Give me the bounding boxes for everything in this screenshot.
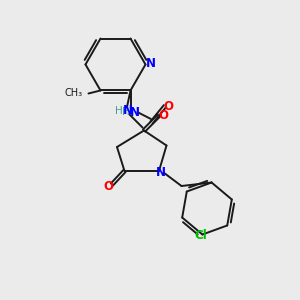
- Text: O: O: [164, 100, 174, 112]
- Text: O: O: [158, 109, 169, 122]
- Text: N: N: [130, 106, 140, 118]
- Text: N: N: [122, 104, 133, 118]
- Text: CH₃: CH₃: [64, 88, 82, 98]
- Text: N: N: [146, 56, 156, 70]
- Text: Cl: Cl: [195, 230, 207, 242]
- Text: H: H: [115, 106, 123, 116]
- Text: H: H: [122, 107, 129, 117]
- Text: N: N: [155, 166, 166, 179]
- Text: O: O: [103, 179, 113, 193]
